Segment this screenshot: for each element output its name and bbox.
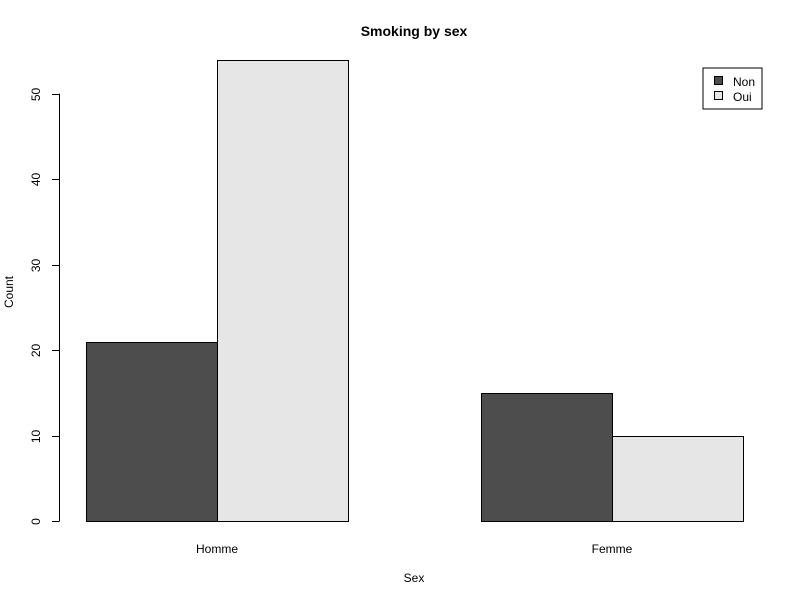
- y-tick-label: 30: [29, 259, 43, 273]
- legend-box: [702, 67, 763, 110]
- y-tick-label: 10: [29, 430, 43, 444]
- x-axis-label: Sex: [404, 571, 425, 585]
- y-tick-label: 50: [29, 88, 43, 102]
- legend-swatch-oui: [714, 91, 723, 100]
- bar-homme-oui: [217, 60, 349, 522]
- legend-label-oui: Oui: [733, 90, 752, 104]
- y-tick-label: 0: [29, 518, 43, 525]
- legend-swatch-non: [714, 76, 723, 85]
- x-tick-label: Homme: [196, 542, 238, 556]
- y-axis-label: Count: [2, 275, 16, 308]
- chart-title: Smoking by sex: [361, 23, 468, 39]
- legend-label-non: Non: [733, 75, 755, 89]
- y-tick-label: 40: [29, 173, 43, 187]
- bar-femme-non: [481, 393, 613, 522]
- legend: Non Oui: [702, 67, 763, 110]
- bar-homme-non: [86, 342, 218, 522]
- x-axis-labels: Homme Femme: [196, 542, 633, 556]
- bar-femme-oui: [612, 436, 744, 522]
- y-tick-label: 20: [29, 344, 43, 358]
- bars: [86, 60, 744, 522]
- x-tick-label: Femme: [592, 542, 633, 556]
- y-axis: 0 10 20 30 40 50: [29, 88, 60, 525]
